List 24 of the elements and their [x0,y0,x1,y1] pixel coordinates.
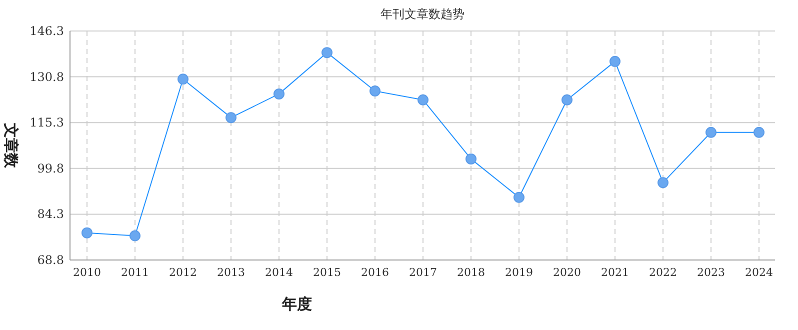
x-tick-label: 2019 [505,266,533,279]
y-tick-label: 146.3 [30,24,64,38]
chart-title: 年刊文章数趋势 [380,7,464,21]
x-tick-label: 2020 [553,266,581,279]
x-tick-label: 2010 [73,266,101,279]
x-tick-label: 2013 [217,266,245,279]
x-tick-label: 2024 [745,266,773,279]
y-tick-label: 130.8 [30,70,64,84]
x-tick-label: 2014 [265,266,293,279]
x-axis-title: 年度 [281,295,312,313]
x-tick-label: 2023 [697,266,725,279]
x-tick-label: 2022 [649,266,677,279]
y-tick-label: 84.3 [37,207,64,222]
x-tick-label: 2021 [601,266,629,279]
y-tick-label: 68.8 [37,253,64,267]
x-tick-label: 2012 [169,266,197,279]
x-tick-label: 2016 [361,266,389,279]
y-tick-label: 115.3 [30,116,64,130]
x-tick-label: 2017 [409,266,437,279]
x-tick-label: 2015 [313,266,341,279]
x-tick-label: 2018 [457,266,485,279]
y-axis-title: 文章数 [2,122,20,169]
x-tick-label: 2011 [121,266,149,279]
y-tick-label: 99.8 [37,161,64,176]
